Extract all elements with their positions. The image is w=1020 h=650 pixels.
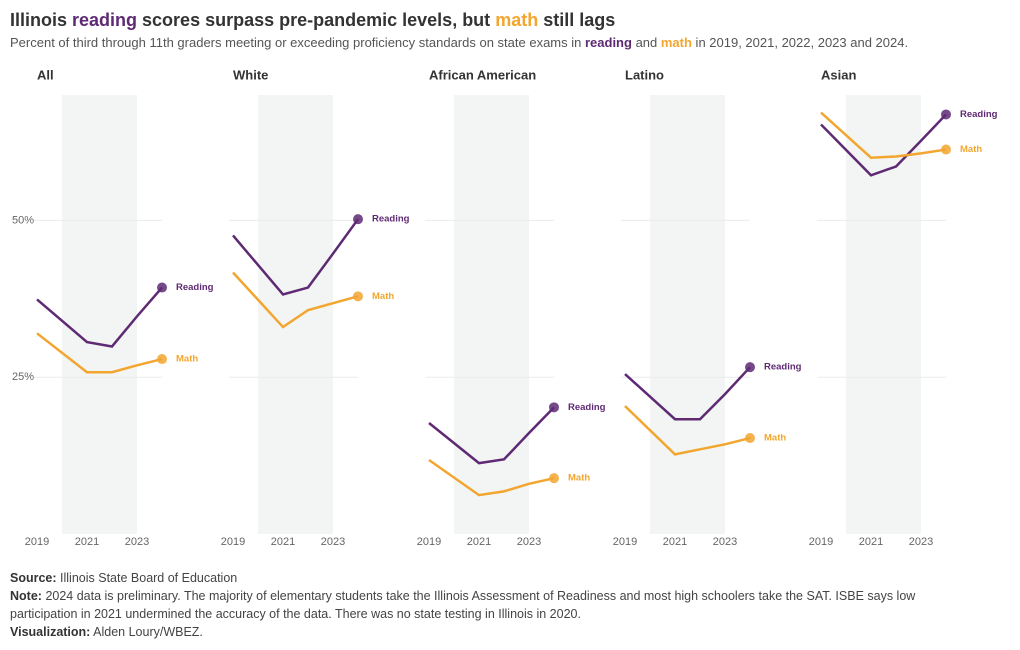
- end-dot: [549, 402, 559, 413]
- x-tick-label: 2023: [517, 536, 541, 548]
- footer-line: Note: 2024 data is preliminary. The majo…: [10, 587, 970, 623]
- x-tick-label: 2019: [417, 536, 441, 548]
- footer-text: Illinois State Board of Education: [60, 571, 238, 585]
- y-tick-label: 25%: [12, 371, 34, 383]
- line: [36, 286, 163, 348]
- footer-line: Source: Illinois State Board of Educatio…: [10, 569, 970, 587]
- subtitle-part: and: [631, 35, 661, 50]
- shade: [846, 95, 921, 534]
- footer-label: Visualization:: [10, 625, 91, 639]
- series-label: Reading: [372, 214, 410, 225]
- series-label: Math: [960, 144, 982, 155]
- x-tick-label: 2019: [809, 536, 833, 548]
- x-tick-label: 2021: [663, 536, 687, 548]
- panel-title: Latino: [625, 67, 664, 82]
- shade: [650, 95, 725, 534]
- panel-title: African American: [429, 67, 536, 82]
- footer-text: 2024 data is preliminary. The majority o…: [10, 589, 916, 621]
- subtitle: Percent of third through 11th graders me…: [10, 35, 908, 50]
- line: [232, 218, 360, 296]
- subtitle-part: math: [660, 35, 692, 50]
- end-dot: [941, 109, 951, 120]
- series-label: Reading: [176, 282, 214, 293]
- series-label: Math: [764, 433, 786, 444]
- footer-label: Source:: [10, 571, 57, 585]
- x-tick-label: 2021: [467, 536, 491, 548]
- series-label: Math: [176, 354, 198, 365]
- x-tick-label: 2023: [713, 536, 737, 548]
- line: [232, 271, 359, 329]
- x-tick-label: 2023: [321, 536, 345, 548]
- footer-text: Alden Loury/WBEZ.: [93, 625, 203, 639]
- y-tick-label: 50%: [12, 214, 34, 226]
- title-part: reading: [72, 10, 138, 30]
- line: [624, 405, 751, 456]
- footer-label: Note:: [10, 589, 42, 603]
- end-dot: [353, 291, 363, 302]
- x-tick-label: 2019: [613, 536, 637, 548]
- title-part: still lags: [538, 10, 616, 30]
- subtitle-part: in 2019, 2021, 2022, 2023 and 2024.: [691, 35, 909, 50]
- end-dot: [157, 354, 167, 365]
- line: [428, 406, 555, 465]
- line: [820, 113, 947, 177]
- end-dot: [941, 144, 951, 155]
- line: [820, 111, 947, 159]
- subtitle-part: reading: [584, 35, 632, 50]
- x-tick-label: 2023: [125, 536, 149, 548]
- footer-line: Visualization: Alden Loury/WBEZ.: [10, 623, 970, 641]
- panel-title: White: [233, 67, 268, 82]
- series-label: Reading: [960, 109, 998, 120]
- end-dot: [353, 214, 363, 225]
- end-dot: [157, 282, 167, 293]
- end-dot: [745, 433, 755, 444]
- title-part: Illinois: [10, 10, 73, 30]
- title-part: math: [495, 10, 539, 30]
- x-tick-label: 2021: [859, 536, 883, 548]
- line: [624, 366, 751, 421]
- x-tick-label: 2019: [221, 536, 245, 548]
- series-label: Math: [568, 473, 590, 484]
- subtitle-part: Percent of third through 11th graders me…: [10, 35, 585, 50]
- panel-title: Asian: [821, 67, 856, 82]
- series-label: Math: [372, 291, 394, 302]
- shade: [454, 95, 529, 534]
- chart: All 25% 50% 2019 2021 2023 Reading Math White 201…: [12, 67, 998, 548]
- x-tick-label: 2019: [25, 536, 49, 548]
- panel-title: All: [37, 67, 54, 82]
- title: Illinois reading scores surpass pre-pand…: [10, 10, 615, 31]
- x-tick-label: 2021: [75, 536, 99, 548]
- title-part: scores surpass pre-pandemic levels, but: [137, 10, 496, 30]
- end-dot: [549, 473, 559, 484]
- end-dot: [745, 362, 755, 373]
- x-tick-label: 2023: [909, 536, 933, 548]
- series-label: Reading: [568, 402, 606, 413]
- shade: [62, 95, 137, 534]
- footer: Source: Illinois State Board of Educatio…: [10, 569, 970, 641]
- line: [36, 332, 163, 374]
- line: [428, 458, 555, 497]
- series-label: Reading: [764, 362, 802, 373]
- shade: [258, 95, 333, 534]
- x-tick-label: 2021: [271, 536, 295, 548]
